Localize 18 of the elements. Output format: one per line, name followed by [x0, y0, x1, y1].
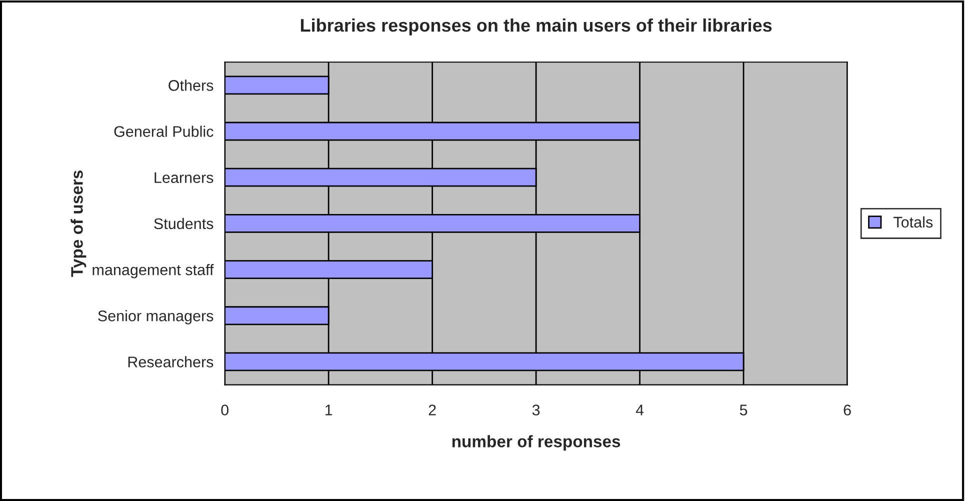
x-tick-label: 3 — [532, 404, 540, 416]
y-tick-label: Others — [168, 80, 214, 91]
y-tick-label: Students — [154, 218, 214, 230]
y-tick-label: Senior managers — [98, 310, 214, 324]
y-tick-label: management staff — [92, 264, 214, 278]
x-tick-label: 0 — [221, 404, 228, 416]
x-axis-title: number of responses — [452, 435, 620, 451]
y-tick-label: Researchers — [128, 356, 214, 368]
x-tick-label: 2 — [428, 404, 436, 416]
y-tick-label: General Public — [114, 126, 214, 137]
legend-label: Totals — [894, 216, 933, 228]
x-tick-label: 4 — [636, 404, 644, 416]
x-tick-label: 5 — [740, 404, 748, 416]
y-axis-title: Type of users — [70, 170, 86, 277]
x-tick-label: 6 — [844, 404, 851, 416]
chart-title: Libraries responses on the main users of their libraries — [300, 18, 772, 36]
x-tick-label: 1 — [326, 404, 332, 416]
y-tick-label: Learners — [154, 172, 214, 184]
